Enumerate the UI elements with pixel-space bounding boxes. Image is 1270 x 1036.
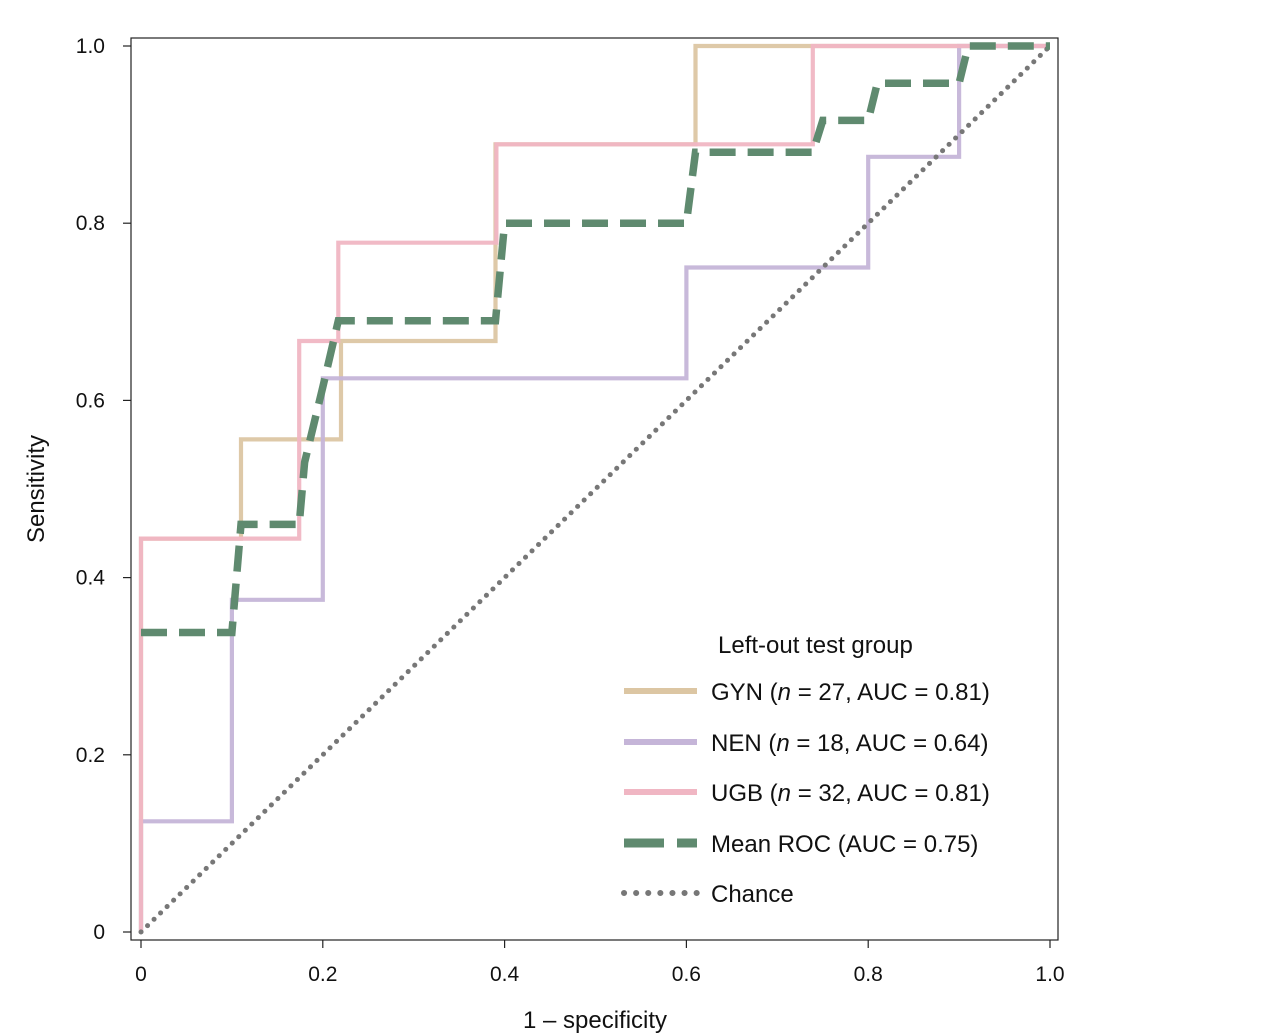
plot-frame — [130, 37, 1059, 941]
legend-label-nen: NEN (n = 18, AUC = 0.64) — [711, 730, 989, 757]
legend-label-gyn: GYN (n = 27, AUC = 0.81) — [711, 679, 990, 706]
legend-title: Left-out test group — [718, 632, 913, 659]
x-axis-label: 1 – specificity — [523, 1007, 667, 1034]
series-line-chance — [138, 43, 1053, 935]
series-layer — [138, 42, 1053, 935]
y-axis: 0 0.2 0.4 0.6 0.8 1.0 — [76, 35, 131, 944]
y-tick-label: 0.2 — [76, 744, 105, 767]
x-tick-label: 0 — [135, 963, 147, 986]
series-line-mean-roc — [141, 42, 1050, 637]
y-tick-label: 0.4 — [76, 567, 106, 590]
legend-label-chance: Chance — [711, 881, 794, 908]
legend: Left-out test group GYN (n = 27, AUC = 0… — [621, 632, 990, 908]
y-tick-label: 0.8 — [76, 212, 105, 235]
legend-label-part: n — [778, 679, 791, 706]
x-tick-label: 0.2 — [308, 963, 337, 986]
legend-label-part: Mean ROC (AUC = 0.75) — [711, 831, 978, 858]
y-axis-label: Sensitivity — [23, 435, 50, 543]
legend-label-ugb: UGB (n = 32, AUC = 0.81) — [711, 780, 990, 807]
legend-label-part: NEN ( — [711, 730, 776, 757]
x-tick-label: 0.8 — [854, 963, 883, 986]
legend-label-part: = 32, AUC = 0.81) — [791, 780, 990, 807]
y-tick-label: 1.0 — [76, 35, 105, 58]
y-tick-label: 0 — [93, 921, 105, 944]
x-axis: 0 0.2 0.4 0.6 0.8 1.0 — [135, 940, 1065, 986]
x-tick-label: 1.0 — [1035, 963, 1064, 986]
y-tick-label: 0.6 — [76, 389, 105, 412]
legend-label-part: n — [776, 730, 789, 757]
x-tick-label: 0.6 — [672, 963, 701, 986]
legend-label-part: = 27, AUC = 0.81) — [791, 679, 990, 706]
x-tick-label: 0.4 — [490, 963, 520, 986]
legend-label-mean-roc: Mean ROC (AUC = 0.75) — [711, 831, 978, 858]
legend-label-part: GYN ( — [711, 679, 778, 706]
legend-label-part: Chance — [711, 881, 794, 908]
legend-label-part: UGB ( — [711, 780, 778, 807]
legend-label-part: = 18, AUC = 0.64) — [790, 730, 989, 757]
legend-label-part: n — [778, 780, 791, 807]
series-line-nen — [138, 43, 1050, 932]
series-line-ugb — [138, 43, 1050, 932]
